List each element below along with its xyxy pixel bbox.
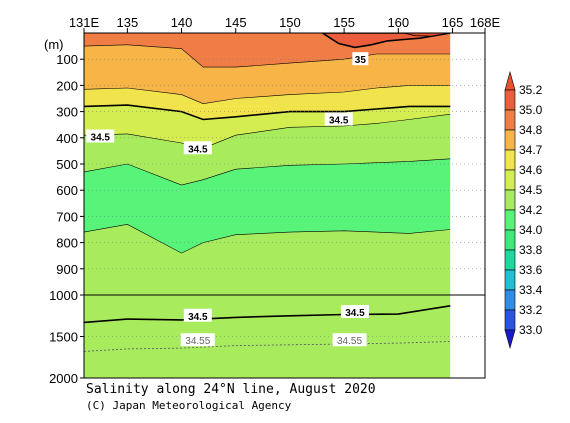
salinity-layer-4: [84, 114, 451, 185]
x-tick-label-3: 145: [225, 15, 247, 30]
contour-label-5: 34.5: [345, 308, 365, 319]
colorbar-label-9: 34.7: [519, 143, 543, 157]
x-axis: 131E 135 140 145 150 155 160 165 168E: [69, 15, 501, 33]
y-tick-label-500: 500: [56, 157, 78, 172]
contour-label-7: 34.55: [337, 336, 362, 347]
y-tick-label-200: 200: [56, 78, 78, 93]
contour-line-4: [84, 113, 451, 149]
y-tick-label-400: 400: [56, 131, 78, 146]
contour-line-2: [84, 85, 451, 105]
chart-title: Salinity along 24°N line, August 2020: [86, 382, 376, 397]
contour-line-5: [84, 158, 451, 186]
colorbar-segment-1: [504, 309, 516, 331]
colorbar-segment-12: [504, 89, 516, 111]
contour-line-6: [84, 223, 451, 254]
y-tick-label-600: 600: [56, 183, 78, 198]
colorbar-segment-7: [504, 189, 516, 211]
contour-label-bg-4: [183, 308, 212, 322]
colorbar-top-arrow: [504, 70, 516, 91]
colorbar-label-6: 34.2: [519, 203, 543, 217]
colorbar-segment-2: [504, 289, 516, 311]
high-salinity-core-1: [403, 33, 451, 37]
colorbar-label-10: 34.8: [519, 123, 543, 137]
colorbar-label-2: 33.4: [519, 283, 543, 297]
x-tick-label-2: 140: [171, 15, 193, 30]
plot-frame: [83, 32, 486, 379]
contour-label-0: 34.5: [91, 132, 111, 143]
colorbar-label-7: 34.5: [519, 183, 543, 197]
colorbar-segment-4: [504, 249, 516, 271]
colorbar-segment-6: [504, 209, 516, 231]
contour-label-2: 34.5: [329, 115, 349, 126]
colorbar-bottom-arrow: [504, 329, 516, 350]
y-tick-label-2000: 2000: [49, 371, 78, 386]
colorbar-label-12: 35.2: [519, 83, 543, 97]
colorbar-label-4: 33.8: [519, 243, 543, 257]
colorbar-label-0: 33.0: [519, 323, 543, 337]
x-tick-label-5: 155: [333, 15, 355, 30]
x-tick-label-7: 165: [442, 15, 464, 30]
colorbar-label-11: 35.0: [519, 103, 543, 117]
colorbar-label-3: 33.6: [519, 263, 543, 277]
grid-lines: [84, 58, 485, 337]
contour-label-bg-0: [86, 129, 115, 143]
colorbar: 33.0 33.2 33.4 33.6 33.8 34.0 34.2 34.5 34.6 34.7…: [504, 70, 543, 350]
y-tick-label-700: 700: [56, 209, 78, 224]
colorbar-segment-10: [504, 129, 516, 151]
salinity-fill-layers: [84, 33, 485, 378]
colorbar-segment-3: [504, 269, 516, 291]
colorbar-segment-9: [504, 149, 516, 171]
x-tick-label-6: 160: [387, 15, 409, 30]
x-tick-label-8: 168E: [470, 15, 501, 30]
y-tick-label-100: 100: [56, 52, 78, 67]
colorbar-segment-11: [504, 109, 516, 131]
contour-label-bg-2: [324, 112, 353, 126]
agency-credit: (C) Japan Meteorological Agency: [86, 399, 292, 412]
contour-line-3: [84, 104, 451, 121]
contour-label-3: 35: [355, 55, 367, 66]
contour-label-bg-6: [180, 333, 215, 347]
contour-label-bg-1: [183, 141, 212, 155]
y-tick-label-1000: 1000: [49, 288, 78, 303]
contour-label-bg-7: [332, 333, 367, 347]
contour-34-55-deep: [84, 341, 451, 352]
x-tick-label-4: 150: [279, 15, 301, 30]
x-tick-label-0: 131E: [69, 15, 100, 30]
y-tick-label-1500: 1500: [49, 330, 78, 345]
colorbar-segment-5: [504, 229, 516, 251]
salinity-contours: [84, 44, 451, 352]
colorbar-label-5: 34.0: [519, 223, 543, 237]
y-tick-label-800: 800: [56, 236, 78, 251]
y-tick-label-900: 900: [56, 262, 78, 277]
salinity-layer-6: [84, 224, 451, 378]
colorbar-label-1: 33.2: [519, 303, 543, 317]
contour-label-1: 34.5: [188, 144, 208, 155]
colorbar-segment-8: [504, 169, 516, 191]
contour-34-5-deep: [84, 305, 451, 324]
salinity-layer-3: [84, 105, 451, 149]
contour-label-bg-3: [352, 52, 369, 66]
contour-labels: 34.5 34.5 34.5 35 34.5 34.5 34.55 34.55: [86, 52, 369, 347]
no-data-region: [450, 33, 485, 378]
contour-label-bg-5: [340, 305, 369, 319]
salinity-layer-5: [84, 158, 451, 254]
y-axis: 100 200 300 400 500 600 700 800 900 1000 1500 2000: [49, 52, 84, 386]
contour-label-6: 34.55: [185, 336, 210, 347]
contour-line-1: [84, 44, 451, 68]
x-tick-label-1: 135: [116, 15, 138, 30]
y-tick-label-300: 300: [56, 105, 78, 120]
y-unit-label: (m): [44, 37, 64, 52]
contour-label-4: 34.5: [188, 312, 208, 323]
colorbar-label-8: 34.6: [519, 163, 543, 177]
